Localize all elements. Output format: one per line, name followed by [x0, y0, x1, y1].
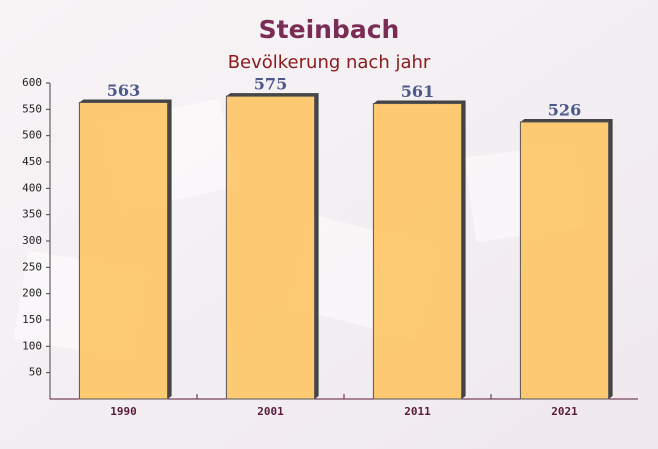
y-tick-label: 150 [22, 313, 42, 326]
y-tick-label: 50 [29, 366, 42, 379]
bar [78, 101, 169, 400]
bar [225, 95, 316, 400]
x-tick-label: 2021 [551, 405, 578, 418]
x-tick-label: 2011 [404, 405, 431, 418]
value-label: 561 [401, 82, 434, 101]
y-tick-label: 250 [22, 260, 42, 273]
y-tick-label: 200 [22, 287, 42, 300]
bar [519, 121, 610, 400]
chart-subtitle: Bevölkerung nach jahr [228, 52, 431, 73]
x-tick-label: 2001 [257, 405, 284, 418]
y-tick-label: 300 [22, 234, 42, 247]
value-label: 563 [107, 81, 140, 100]
y-tick-label: 550 [22, 102, 42, 115]
x-tick-label: 1990 [110, 405, 137, 418]
y-tick-label: 450 [22, 155, 42, 168]
value-label: 526 [548, 100, 581, 119]
chart-title: Steinbach [259, 15, 400, 44]
value-label: 575 [254, 75, 287, 94]
y-tick-label: 600 [22, 76, 42, 89]
y-tick-label: 350 [22, 208, 42, 221]
y-tick-label: 400 [22, 181, 42, 194]
y-tick-label: 100 [22, 339, 42, 352]
y-tick-label: 500 [22, 129, 42, 142]
bar [372, 103, 463, 400]
